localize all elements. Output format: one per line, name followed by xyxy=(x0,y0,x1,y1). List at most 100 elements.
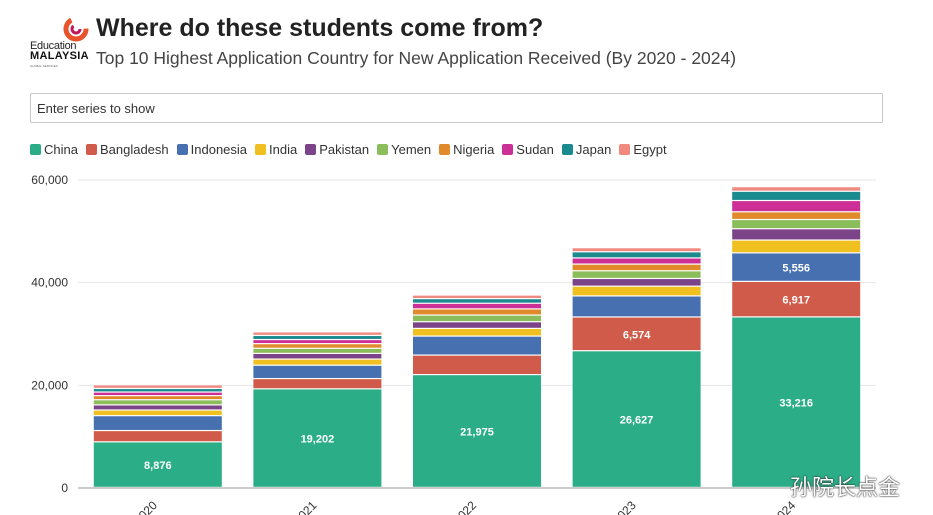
bar-segment-egypt xyxy=(253,332,382,335)
logo-tagline: GLOBAL SERVICES xyxy=(30,64,58,68)
legend-item-pakistan[interactable]: Pakistan xyxy=(305,142,369,157)
bar-segment-india xyxy=(253,359,382,365)
bar-segment-china xyxy=(572,351,701,487)
legend-label: Pakistan xyxy=(319,141,370,157)
bar-segment-nigeria xyxy=(413,309,541,315)
chart-legend: China Bangladesh Indonesia India Pakistan Yem… xyxy=(30,141,675,157)
legend-label: China xyxy=(44,141,78,157)
bar-segment-bangladesh xyxy=(413,355,541,374)
legend-label: Nigeria xyxy=(453,141,495,157)
bar-data-label: 26,627 xyxy=(620,415,654,427)
bar-segment-yemen xyxy=(93,400,222,405)
bar-segment-egypt xyxy=(413,295,541,299)
bar-segment-indonesia xyxy=(732,253,861,281)
bar-segment-egypt xyxy=(572,248,701,252)
bar-segment-sudan xyxy=(572,258,701,264)
legend-swatch xyxy=(439,143,451,155)
bar-segment-indonesia xyxy=(572,296,701,317)
series-search-input[interactable] xyxy=(30,93,883,123)
bar-segment-bangladesh xyxy=(253,379,382,389)
bar-segment-egypt xyxy=(93,385,222,388)
legend-label: Indonesia xyxy=(190,141,248,157)
x-tick-label: 2020 xyxy=(131,498,160,515)
bar-segment-japan xyxy=(572,252,701,258)
legend-swatch xyxy=(255,143,267,155)
legend-swatch xyxy=(305,143,317,155)
legend-swatch xyxy=(502,143,514,155)
bar-segment-india xyxy=(732,240,861,253)
bar-segment-india xyxy=(93,410,222,416)
legend-label: Yemen xyxy=(391,141,432,157)
bar-data-label: 8,876 xyxy=(144,460,172,472)
bar-data-label: 5,556 xyxy=(782,263,810,275)
bar-segment-sudan xyxy=(253,340,382,344)
bar-segment-pakistan xyxy=(93,405,222,410)
legend-label: Japan xyxy=(575,141,612,157)
y-tick-label: 20,000 xyxy=(31,378,68,392)
bar-segment-yemen xyxy=(572,271,701,278)
legend-item-bangladesh[interactable]: Bangladesh xyxy=(85,141,169,157)
bar-segment-yemen xyxy=(253,348,382,353)
bar-segment-japan xyxy=(413,299,541,303)
legend-item-india[interactable]: India xyxy=(255,142,297,157)
legend-item-sudan[interactable]: Sudan xyxy=(502,142,554,157)
bar-segment-india xyxy=(413,328,541,336)
bar-segment-china xyxy=(253,389,382,487)
logo-swirl-icon xyxy=(63,16,89,42)
legend-label: India xyxy=(269,141,298,157)
chart-title: Where do these students come from? xyxy=(96,14,544,42)
bar-segment-pakistan xyxy=(732,229,861,240)
logo-text-education: Education xyxy=(30,40,77,52)
y-tick-label: 60,000 xyxy=(31,173,68,187)
bar-segment-sudan xyxy=(732,201,861,212)
bar-segment-china xyxy=(93,442,222,487)
y-tick-label: 40,000 xyxy=(31,276,68,290)
bar-segment-nigeria xyxy=(732,212,861,219)
chart-subtitle: Top 10 Highest Application Country for N… xyxy=(96,48,737,68)
legend-item-yemen[interactable]: Yemen xyxy=(377,142,431,157)
x-tick-label: 2021 xyxy=(291,498,320,515)
x-tick-label: 2022 xyxy=(450,498,479,515)
bar-data-label: 19,202 xyxy=(301,434,335,446)
bar-data-label: 6,917 xyxy=(782,295,810,307)
education-malaysia-logo: Education MALAYSIA GLOBAL SERVICES xyxy=(30,16,92,68)
legend-item-nigeria[interactable]: Nigeria xyxy=(439,142,494,157)
chart-header: Education MALAYSIA GLOBAL SERVICES Where… xyxy=(30,12,910,74)
bar-segment-japan xyxy=(253,336,382,339)
bar-segment-bangladesh xyxy=(93,431,222,442)
legend-label: Egypt xyxy=(633,141,667,157)
legend-label: Sudan xyxy=(516,141,554,157)
legend-item-china[interactable]: China xyxy=(30,142,78,157)
legend-swatch xyxy=(561,143,573,155)
bar-segment-china xyxy=(413,375,541,487)
bar-segment-bangladesh xyxy=(732,281,861,317)
legend-swatch xyxy=(619,143,631,155)
y-tick-label: 0 xyxy=(61,481,68,495)
bar-segment-india xyxy=(572,286,701,296)
bar-segment-yemen xyxy=(732,220,861,229)
bar-data-label: 21,975 xyxy=(460,427,494,439)
bar-segment-japan xyxy=(732,191,861,200)
bar-segment-indonesia xyxy=(93,416,222,430)
bar-segment-indonesia xyxy=(253,365,382,378)
legend-swatch xyxy=(30,143,41,155)
legend-item-egypt[interactable]: Egypt xyxy=(619,141,667,157)
bar-segment-bangladesh xyxy=(572,317,701,351)
bar-segment-yemen xyxy=(413,315,541,322)
legend-swatch xyxy=(176,143,188,155)
legend-item-japan[interactable]: Japan xyxy=(561,141,612,157)
bar-segment-china xyxy=(732,317,861,487)
bar-segment-egypt xyxy=(732,187,861,191)
legend-swatch xyxy=(85,143,97,155)
bar-segment-japan xyxy=(93,389,222,392)
legend-item-indonesia[interactable]: Indonesia xyxy=(176,141,248,157)
legend-swatch xyxy=(377,143,389,155)
bar-segment-sudan xyxy=(413,303,541,309)
legend-label: Bangladesh xyxy=(99,141,169,157)
bar-segment-nigeria xyxy=(572,264,701,271)
watermark-text: 孙院长点金 xyxy=(790,476,901,501)
bar-segment-pakistan xyxy=(413,322,541,328)
bar-segment-sudan xyxy=(93,392,222,396)
bar-data-label: 6,574 xyxy=(623,329,651,341)
